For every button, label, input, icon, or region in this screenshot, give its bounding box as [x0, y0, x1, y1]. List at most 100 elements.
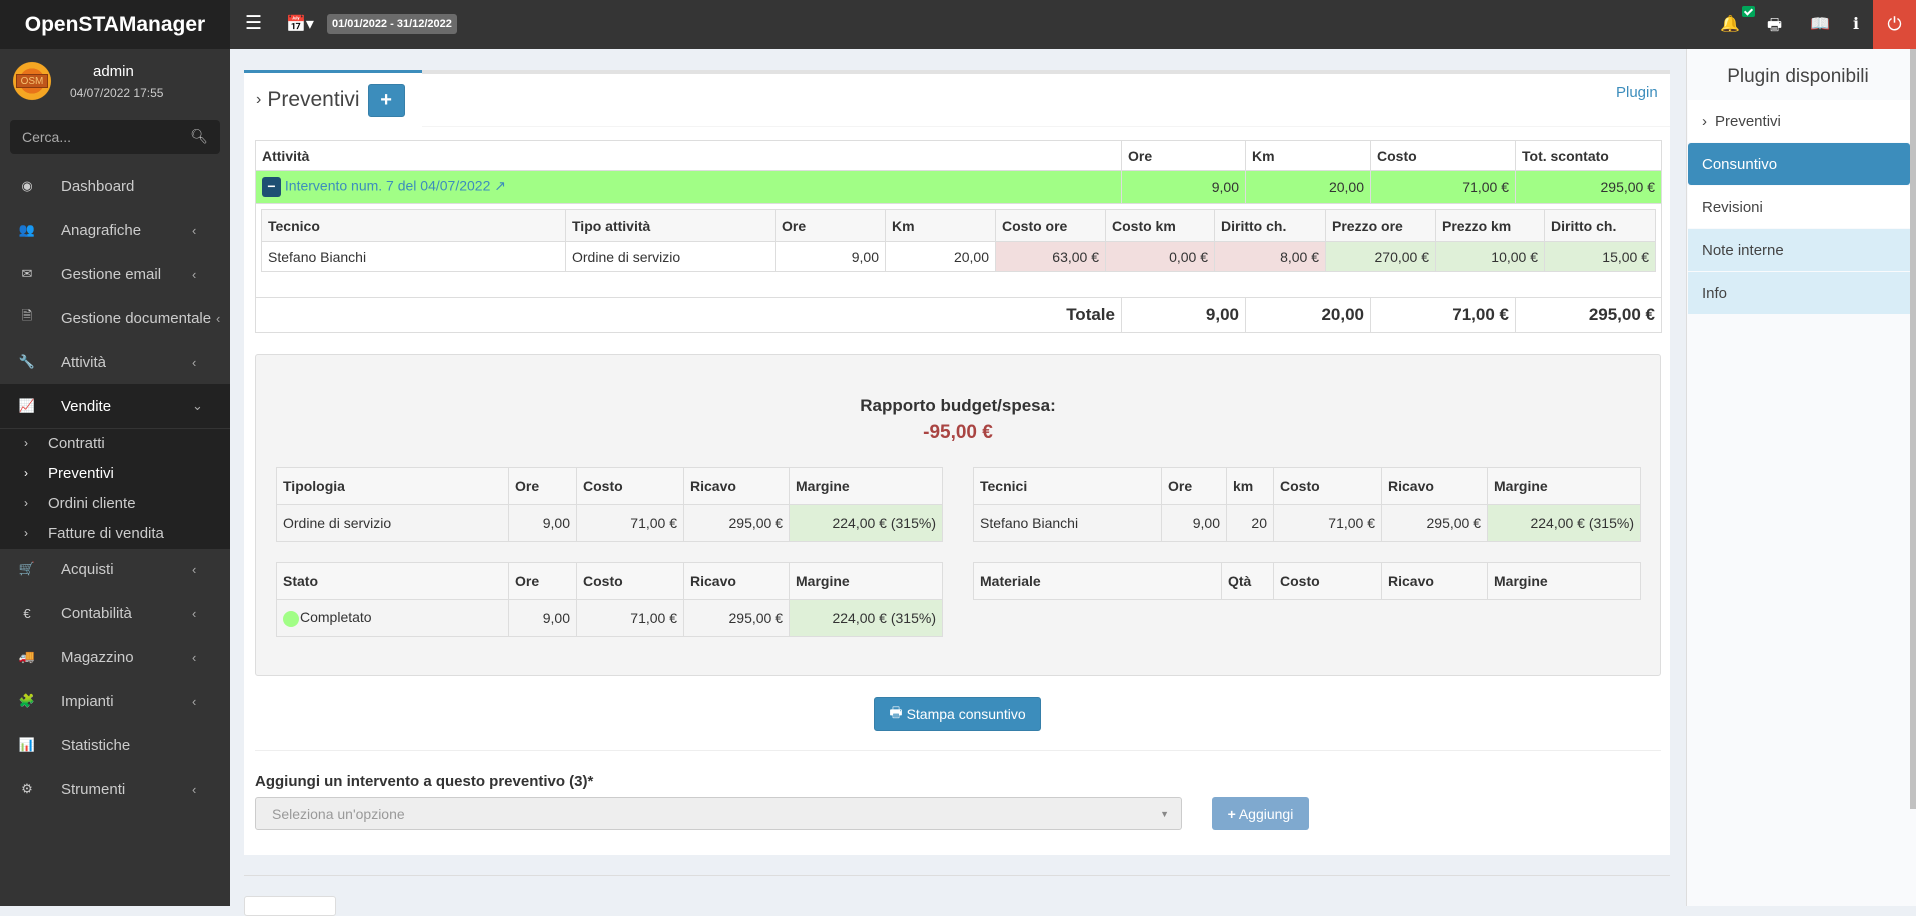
sidebar-item-label: Dashboard: [61, 177, 135, 195]
search-placeholder: Cerca...: [22, 129, 72, 145]
intervento-ore: 9,00: [1121, 170, 1246, 204]
date-range-badge[interactable]: 01/01/2022 - 31/12/2022: [327, 14, 457, 34]
add-intervento-button[interactable]: + Aggiungi: [1212, 797, 1309, 830]
sidebar-item-contabilit-[interactable]: € Contabilità ‹: [0, 591, 230, 635]
sidebar-item-gestione-documentale[interactable]: 🗎 Gestione documentale ‹: [0, 296, 230, 340]
info-icon[interactable]: i: [1853, 14, 1860, 33]
column-header: Prezzo ore: [1325, 209, 1436, 242]
cell: 9,00: [508, 504, 577, 542]
search-icon[interactable]: 🔍︎: [190, 128, 208, 144]
sidebar-item-dashboard[interactable]: ◉ Dashboard: [0, 164, 230, 208]
plugin-item-label: Preventivi: [1715, 112, 1781, 130]
sidebar-item-acquisti[interactable]: 🛒 Acquisti ‹: [0, 547, 230, 591]
logout-power-icon[interactable]: ⏻: [1873, 0, 1916, 49]
chevron-left-icon: ‹: [192, 693, 197, 709]
submenu-item-fatture-di-vendita[interactable]: › Fatture di vendita: [0, 518, 230, 548]
column-header: Ricavo: [683, 562, 790, 600]
plugin-item-info[interactable]: Info: [1688, 272, 1910, 314]
stato-row: Completato 9,00 71,00 € 295,00 € 224,00 € (3…: [276, 599, 943, 637]
detail-row: Stefano Bianchi Ordine di servizio 9,00 20,…: [261, 241, 1656, 272]
column-header: Costo: [1273, 467, 1382, 505]
add-preventivo-button[interactable]: +: [367, 83, 405, 117]
cell-text: 9,00: [542, 515, 570, 531]
intervento-link[interactable]: Intervento num. 7 del 04/07/2022: [284, 177, 491, 194]
puzzle-icon: 🧩: [18, 693, 36, 708]
plugin-item-consuntivo[interactable]: Consuntivo: [1688, 143, 1910, 185]
cell-text: 295,00 €: [728, 610, 784, 626]
next-card: [244, 896, 336, 916]
stato-header-row: Stato Ore Costo Ricavo Margine: [276, 562, 943, 600]
plugin-item-preventivi[interactable]: › Preventivi: [1688, 100, 1910, 142]
sidebar-item-vendite[interactable]: 📈 Vendite ⌄: [0, 384, 230, 428]
chevron-left-icon: ‹: [192, 222, 197, 238]
sidebar-item-attivit-[interactable]: 🔧 Attività ‹: [0, 340, 230, 384]
divider: [244, 875, 1670, 876]
wrench-icon: 🔧: [18, 354, 36, 369]
column-header: Prezzo km: [1435, 209, 1545, 242]
user-name[interactable]: admin: [93, 63, 134, 80]
submenu-item-label: Fatture di vendita: [48, 524, 164, 542]
intervento-select[interactable]: Seleziona un'opzione ▼: [255, 797, 1182, 830]
external-link-icon[interactable]: ↗: [494, 177, 506, 194]
plugin-item-note-interne[interactable]: Note interne: [1688, 229, 1910, 271]
chevron-left-icon: ‹: [216, 310, 221, 326]
submenu-vendite: [0, 429, 230, 549]
sidebar-item-label: Statistiche: [61, 736, 131, 754]
chevron-right-icon: ›: [24, 526, 28, 540]
print-consuntivo-button[interactable]: 🖶 Stampa consuntivo: [874, 697, 1041, 731]
avatar: OSM: [10, 59, 54, 103]
cell: 295,00 €: [683, 599, 790, 637]
plugin-item-revisioni[interactable]: Revisioni: [1688, 186, 1910, 228]
calendar-dropdown-icon[interactable]: 📅▾: [286, 16, 314, 33]
submenu-item-ordini-cliente[interactable]: › Ordini cliente: [0, 488, 230, 518]
scrollbar[interactable]: [1910, 49, 1916, 809]
column-header: Diritto ch.: [1214, 209, 1326, 242]
sidebar-item-gestione-email[interactable]: ✉ Gestione email ‹: [0, 252, 230, 296]
tipologia-header-row: Tipologia Ore Costo Ricavo Margine: [276, 467, 943, 505]
sidebar-item-magazzino[interactable]: 🚚 Magazzino ‹: [0, 635, 230, 679]
submenu-item-contratti[interactable]: › Contratti: [0, 428, 230, 458]
intervento-cell: − Intervento num. 7 del 04/07/2022 ↗: [255, 170, 1122, 204]
column-header: Costo ore: [995, 209, 1106, 242]
collapse-minus-icon[interactable]: −: [262, 177, 281, 197]
plugin-link[interactable]: Plugin: [1616, 84, 1658, 101]
app-logo[interactable]: OpenSTAManager: [0, 0, 230, 49]
bell-icon[interactable]: 🔔: [1720, 16, 1740, 33]
tecnici-table: Tecnici Ore km Costo Ricavo Margine Stefano Bi…: [973, 467, 1641, 542]
sidebar-item-strumenti[interactable]: ⚙ Strumenti ‹: [0, 767, 230, 811]
cell-text: 71,00 €: [630, 515, 677, 531]
cog-icon: ⚙: [21, 781, 33, 796]
hamburger-menu-icon[interactable]: ☰: [245, 13, 263, 34]
cell: 71,00 €: [576, 504, 684, 542]
column-header: Tecnico: [261, 209, 566, 242]
tab-bar-border: [422, 70, 1670, 74]
print-icon[interactable]: 🖶: [1767, 17, 1783, 34]
sidebar-item-label: Acquisti: [61, 560, 114, 578]
column-header: Km: [885, 209, 996, 242]
intervento-row[interactable]: − Intervento num. 7 del 04/07/2022 ↗ 9,0…: [255, 170, 1662, 204]
materiale-table: Materiale Qtà Costo Ricavo Margine: [973, 562, 1641, 600]
sidebar-item-statistiche[interactable]: 📊 Statistiche: [0, 723, 230, 767]
cell-text: 9,00: [1192, 515, 1220, 531]
sidebar-item-impianti[interactable]: 🧩 Impianti ‹: [0, 679, 230, 723]
status-dot-icon: [283, 610, 299, 627]
book-icon[interactable]: 📖: [1810, 16, 1830, 33]
column-header: Costo: [1273, 562, 1382, 600]
submenu-item-preventivi[interactable]: › Preventivi: [0, 458, 230, 488]
divider: [255, 750, 1661, 751]
intervento-km: 20,00: [1245, 170, 1371, 204]
cell: 224,00 € (315%): [1487, 504, 1641, 542]
cell-text: 224,00 € (315%): [1530, 515, 1634, 531]
column-header: Costo: [576, 467, 684, 505]
total-costo: 71,00 €: [1370, 297, 1516, 333]
sidebar-item-anagrafiche[interactable]: 👥 Anagrafiche ‹: [0, 208, 230, 252]
sidebar-item-label: Strumenti: [61, 780, 126, 798]
search-input[interactable]: Cerca... 🔍︎: [10, 120, 220, 154]
cell: 71,00 €: [1273, 504, 1382, 542]
plugin-panel-title: Plugin disponibili: [1727, 66, 1869, 87]
sidebar-item-label: Gestione email: [61, 265, 162, 283]
print-icon: 🖶: [889, 704, 903, 720]
cell-text: 295,00 €: [1426, 515, 1482, 531]
tab-preventivi[interactable]: › Preventivi +: [244, 70, 422, 127]
intervento-tot: 295,00 €: [1515, 170, 1662, 204]
